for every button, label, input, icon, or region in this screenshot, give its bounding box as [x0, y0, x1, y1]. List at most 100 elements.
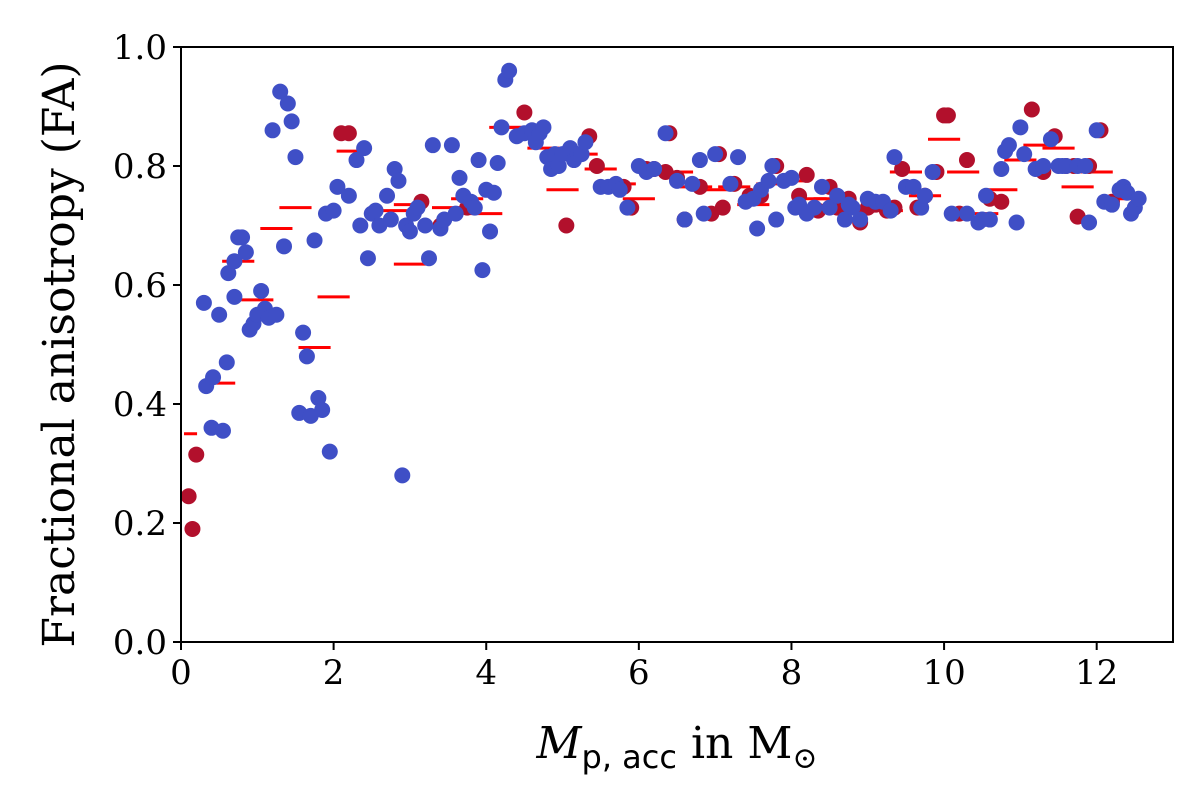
- blue-point-146: [1008, 214, 1025, 231]
- blue-point-51: [401, 223, 418, 240]
- blue-point-56: [424, 137, 441, 154]
- red-point-8: [516, 104, 533, 121]
- blue-point-70: [489, 155, 506, 172]
- y-tick-label-2: 0.4: [113, 385, 167, 425]
- blue-point-142: [981, 211, 998, 228]
- x-ticks: 0 2 4 6 8 10 12: [170, 642, 1118, 693]
- blue-point-101: [684, 175, 701, 192]
- blue-point-157: [1081, 214, 1098, 231]
- red-point-48: [993, 193, 1010, 210]
- blue-point-105: [722, 175, 739, 192]
- red-point-39: [894, 160, 911, 177]
- blue-point-55: [421, 250, 437, 267]
- y-tick-label-3: 0.6: [113, 266, 167, 306]
- x-tick-label-0: 0: [170, 653, 192, 693]
- blue-point-109: [749, 220, 766, 237]
- blue-point-61: [451, 169, 468, 186]
- blue-point-6: [218, 354, 235, 371]
- red-point-49: [1023, 101, 1040, 118]
- blue-point-22: [276, 238, 293, 255]
- blue-point-35: [325, 202, 342, 219]
- blue-point-30: [306, 232, 323, 249]
- x-tick-label-6: 12: [1075, 653, 1118, 693]
- blue-point-111: [760, 172, 777, 189]
- y-axis-title: Fractional anisotropy (FA): [34, 61, 85, 647]
- blue-point-48: [390, 172, 407, 189]
- blue-point-138: [958, 205, 975, 222]
- blue-point-45: [379, 187, 396, 204]
- blue-point-141: [978, 187, 995, 204]
- blue-point-93: [611, 181, 628, 198]
- red-point-29: [798, 166, 815, 183]
- blue-point-120: [813, 178, 830, 195]
- x-axis-title-subscript: p, acc: [582, 738, 677, 776]
- blue-point-112: [764, 158, 781, 174]
- blue-point-71: [493, 119, 510, 136]
- blue-point-39: [352, 217, 369, 234]
- blue-point-69: [485, 184, 502, 201]
- blue-point-156: [1077, 158, 1094, 174]
- blue-point-99: [669, 172, 685, 189]
- blue-point-137: [943, 205, 960, 222]
- blue-point-125: [844, 199, 861, 216]
- x-tick-label-4: 8: [781, 653, 803, 693]
- blue-point-38: [348, 152, 365, 169]
- blue-point-16: [253, 282, 270, 299]
- blue-point-103: [695, 205, 712, 222]
- x-tick-label-2: 4: [475, 653, 497, 693]
- blue-point-150: [1035, 158, 1052, 174]
- red-point-44: [939, 107, 956, 124]
- blue-point-37: [340, 187, 357, 204]
- blue-point-113: [768, 211, 785, 228]
- y-tick-label-5: 1.0: [113, 28, 167, 68]
- blue-point-40: [356, 140, 373, 157]
- blue-point-160: [1103, 196, 1120, 213]
- blue-point-12: [237, 244, 254, 261]
- blue-point-41: [359, 250, 376, 267]
- blue-point-166: [1130, 190, 1147, 207]
- blue-point-104: [707, 146, 724, 163]
- y-tick-label-0: 0.0: [113, 623, 167, 663]
- blue-point-53: [409, 199, 426, 216]
- blue-point-123: [836, 211, 853, 228]
- blue-point-43: [367, 202, 384, 219]
- blue-point-8: [226, 253, 243, 270]
- blue-point-73: [501, 62, 518, 79]
- x-tick-label-1: 2: [323, 653, 345, 693]
- blue-point-24: [283, 113, 300, 130]
- blue-point-126: [852, 211, 869, 228]
- blue-point-5: [214, 422, 231, 439]
- blue-point-11: [234, 229, 251, 246]
- red-point-46: [958, 152, 975, 169]
- y-tick-label-4: 0.8: [113, 147, 167, 187]
- blue-point-94: [619, 199, 636, 216]
- red-point-23: [714, 199, 731, 216]
- blue-point-27: [295, 324, 312, 341]
- blue-point-7: [220, 265, 237, 282]
- blue-point-89: [577, 134, 594, 151]
- blue-point-143: [993, 160, 1010, 177]
- blue-point-98: [657, 125, 674, 142]
- blue-point-23: [279, 95, 296, 112]
- blue-point-59: [443, 137, 460, 154]
- blue-point-4: [211, 306, 228, 323]
- blue-point-21: [272, 83, 289, 100]
- blue-point-28: [298, 348, 315, 365]
- blue-point-34: [321, 443, 338, 460]
- blue-point-65: [470, 152, 487, 169]
- blue-point-119: [806, 199, 823, 216]
- blue-series: [195, 62, 1147, 484]
- blue-point-133: [905, 178, 922, 195]
- blue-point-19: [264, 122, 281, 139]
- blue-point-49: [394, 467, 411, 484]
- y-ticks: 0.0 0.2 0.4 0.6 0.8 1.0: [113, 28, 181, 663]
- blue-point-9: [226, 288, 243, 305]
- red-point-2: [188, 446, 205, 463]
- blue-point-20: [268, 306, 285, 323]
- blue-point-148: [1016, 146, 1033, 163]
- x-axis-title: Mp, acc in M⊙: [535, 718, 817, 776]
- x-axis-title-symbol: ⊙: [792, 741, 817, 776]
- blue-point-68: [482, 223, 499, 240]
- blue-point-100: [676, 211, 693, 228]
- blue-point-147: [1012, 119, 1029, 136]
